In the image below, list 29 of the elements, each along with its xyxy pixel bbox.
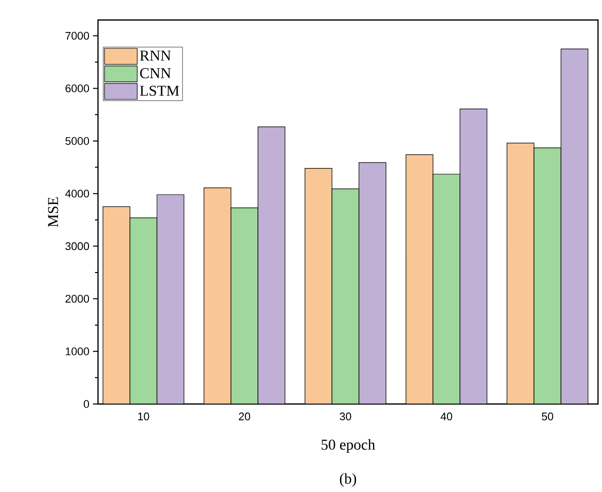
- bar: [156, 194, 184, 404]
- legend-label: LSTM: [140, 86, 180, 96]
- bar: [258, 126, 286, 404]
- y-axis-title: MSE: [48, 197, 58, 227]
- x-tick-label: 20: [238, 412, 250, 420]
- text: (b): [340, 473, 356, 487]
- x-tick-label: 50: [542, 412, 554, 420]
- y-tick-label: 2000: [66, 294, 90, 303]
- y-tick-label: 3000: [65, 242, 90, 250]
- bar: [358, 162, 386, 404]
- y-tick-label: 5000: [65, 137, 90, 145]
- y-tick-label: 6000: [66, 84, 90, 92]
- y-tick-label: 1000: [66, 348, 90, 356]
- y-tick-label: 7000: [66, 32, 90, 40]
- bar: [560, 48, 588, 404]
- bar: [332, 188, 360, 404]
- x-tick-label: 10: [138, 412, 150, 420]
- bar: [230, 207, 258, 404]
- x-tick-label: 40: [440, 412, 452, 420]
- bar: [460, 108, 488, 404]
- x-axis-title: 50 epoch: [322, 439, 376, 453]
- legend-label: CNN: [140, 68, 171, 78]
- bar: [130, 217, 158, 404]
- y-tick-label: 4000: [65, 190, 90, 198]
- y-tick-label: 0: [84, 400, 90, 408]
- bar: [432, 174, 460, 404]
- legend-label: RNN: [140, 50, 171, 61]
- bar: [534, 148, 562, 404]
- x-tick-label: 30: [340, 412, 352, 420]
